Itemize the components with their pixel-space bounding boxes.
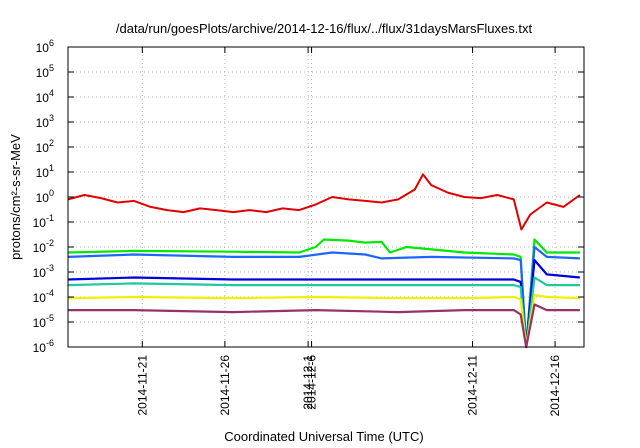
y-tick-label: 10-2 — [33, 238, 54, 255]
y-tick-exponent: -4 — [46, 288, 54, 298]
y-tick-label: 101 — [36, 163, 54, 180]
y-tick-base: 10 — [33, 316, 47, 330]
series-line-5 — [67, 276, 580, 349]
y-tick-exponent: 4 — [49, 88, 54, 98]
series-line-7 — [68, 303, 580, 349]
y-tick-exponent: 3 — [49, 113, 54, 123]
y-tick-label: 10-6 — [33, 338, 54, 355]
y-tick-base: 10 — [33, 241, 47, 255]
x-tick-label: 2014-12-1 — [301, 355, 315, 410]
y-tick-exponent: 5 — [49, 63, 54, 73]
y-tick-exponent: -5 — [46, 313, 54, 323]
y-tick-base: 10 — [36, 141, 50, 155]
x-tick-label: 2014-11-21 — [135, 355, 149, 416]
series-line-6 — [67, 293, 580, 349]
y-tick-base: 10 — [36, 66, 50, 80]
chart-title: /data/run/goesPlots/archive/2014-12-16/f… — [116, 21, 533, 36]
y-tick-base: 10 — [33, 341, 47, 355]
series-line-4 — [67, 259, 581, 349]
y-tick-exponent: -3 — [46, 263, 54, 273]
y-tick-label: 100 — [36, 188, 54, 205]
series-group — [67, 173, 581, 349]
y-axis-label-text: protons/cm²-s-sr-MeV — [8, 134, 23, 260]
y-tick-label: 10-5 — [33, 313, 54, 330]
y-tick-label: 10-1 — [33, 213, 54, 230]
x-tick-label: 2014-11-26 — [218, 355, 232, 416]
y-tick-base: 10 — [33, 216, 47, 230]
y-tick-label: 104 — [36, 88, 54, 105]
y-tick-base: 10 — [33, 266, 47, 280]
plot-frame — [67, 46, 585, 348]
y-tick-exponent: 1 — [49, 163, 54, 173]
y-tick-exponent: 2 — [49, 138, 54, 148]
x-tick-label: 2014-12-16 — [548, 355, 562, 417]
y-tick-exponent: -1 — [46, 213, 54, 223]
y-tick-base: 10 — [36, 41, 50, 55]
y-tick-label: 10-3 — [33, 263, 54, 280]
y-axis-ticks: 10-610-510-410-310-210-11001011021031041… — [33, 38, 584, 355]
series-line-1 — [67, 173, 581, 231]
y-tick-label: 102 — [36, 138, 54, 155]
y-tick-label: 103 — [36, 113, 54, 130]
y-tick-exponent: 6 — [49, 38, 54, 48]
y-tick-base: 10 — [36, 116, 50, 130]
x-axis-label: Coordinated Universal Time (UTC) — [224, 429, 423, 444]
y-tick-base: 10 — [36, 166, 50, 180]
y-tick-exponent: -6 — [46, 338, 54, 348]
y-tick-exponent: 0 — [49, 188, 54, 198]
y-tick-base: 10 — [36, 191, 50, 205]
y-tick-label: 10-4 — [33, 288, 54, 305]
y-tick-base: 10 — [36, 91, 50, 105]
x-tick-label: 2014-12-11 — [466, 355, 480, 416]
x-tick-label: 2014-12-6 — [305, 355, 319, 410]
y-tick-label: 105 — [36, 63, 54, 80]
y-tick-exponent: -2 — [46, 238, 54, 248]
y-tick-label: 106 — [36, 38, 54, 55]
y-axis-label: protons/cm²-s-sr-MeV — [8, 134, 23, 260]
y-tick-base: 10 — [33, 291, 47, 305]
